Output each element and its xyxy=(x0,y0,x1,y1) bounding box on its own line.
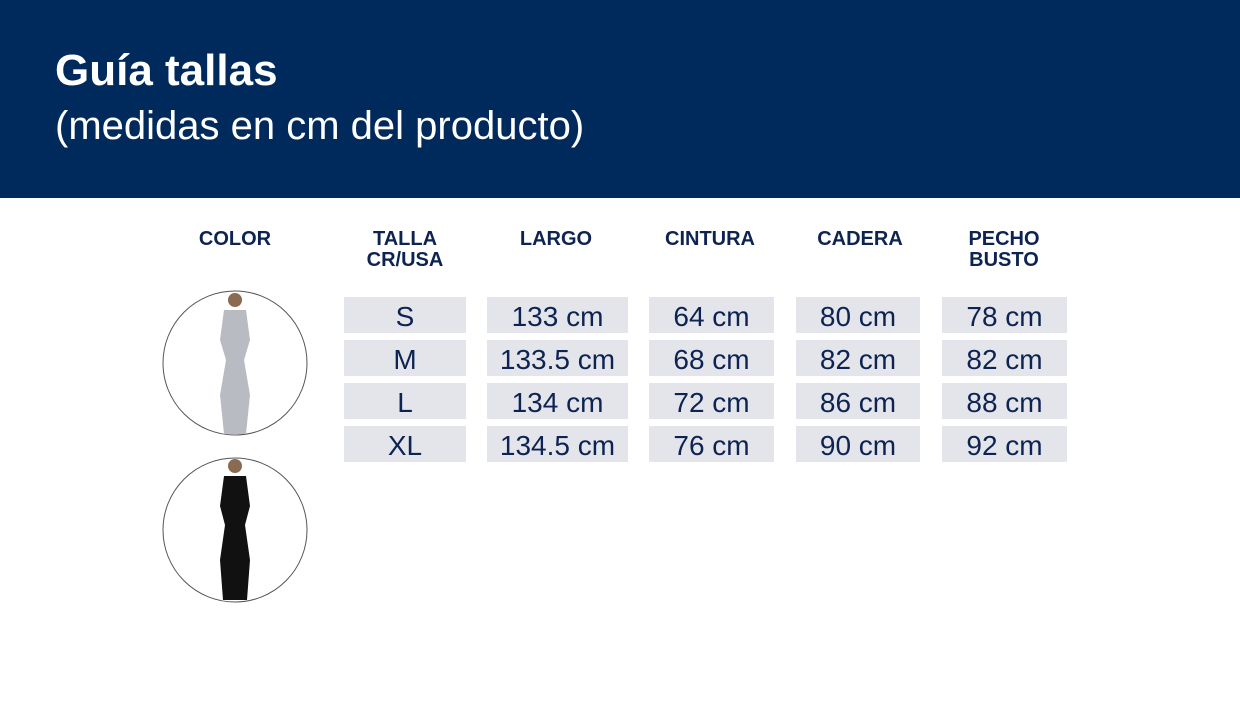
column-header: TALLA CR/USA xyxy=(325,229,485,271)
table-cell: XL xyxy=(344,426,466,462)
subtitle: (medidas en cm del producto) xyxy=(55,104,585,148)
table-cell: 133 cm xyxy=(487,297,628,333)
title: Guía tallas xyxy=(55,46,278,95)
column-header: PECHO BUSTO xyxy=(924,229,1084,271)
table-cell: 90 cm xyxy=(796,426,920,462)
table-cell: 92 cm xyxy=(942,426,1067,462)
black-dress xyxy=(162,457,308,603)
table-cell: 78 cm xyxy=(942,297,1067,333)
table-cell: 134 cm xyxy=(487,383,628,419)
header-line: LARGO xyxy=(519,228,593,250)
table-cell: 80 cm xyxy=(796,297,920,333)
header-line: CADERA xyxy=(817,228,903,250)
table-cell: M xyxy=(344,340,466,376)
header-band xyxy=(0,0,1240,198)
table-cell: 86 cm xyxy=(796,383,920,419)
header-line: TALLA xyxy=(372,228,438,250)
table-cell: 64 cm xyxy=(649,297,774,333)
table-cell: 88 cm xyxy=(942,383,1067,419)
column-header: CINTURA xyxy=(630,229,790,250)
column-header: COLOR xyxy=(155,229,315,250)
column-header: LARGO xyxy=(476,229,636,250)
table-cell: 82 cm xyxy=(796,340,920,376)
table-cell: 72 cm xyxy=(649,383,774,419)
gray-dress xyxy=(162,290,308,436)
header-line: CR/USA xyxy=(366,249,444,271)
column-header: CADERA xyxy=(780,229,940,250)
header-line: CINTURA xyxy=(665,228,755,250)
table-cell: 134.5 cm xyxy=(487,426,628,462)
header-line: BUSTO xyxy=(969,249,1039,271)
table-cell: S xyxy=(344,297,466,333)
table-cell: L xyxy=(344,383,466,419)
table-cell: 68 cm xyxy=(649,340,774,376)
header-line: PECHO xyxy=(968,228,1040,250)
table-cell: 133.5 cm xyxy=(487,340,628,376)
table-cell: 76 cm xyxy=(649,426,774,462)
header-line: COLOR xyxy=(198,228,272,250)
table-cell: 82 cm xyxy=(942,340,1067,376)
